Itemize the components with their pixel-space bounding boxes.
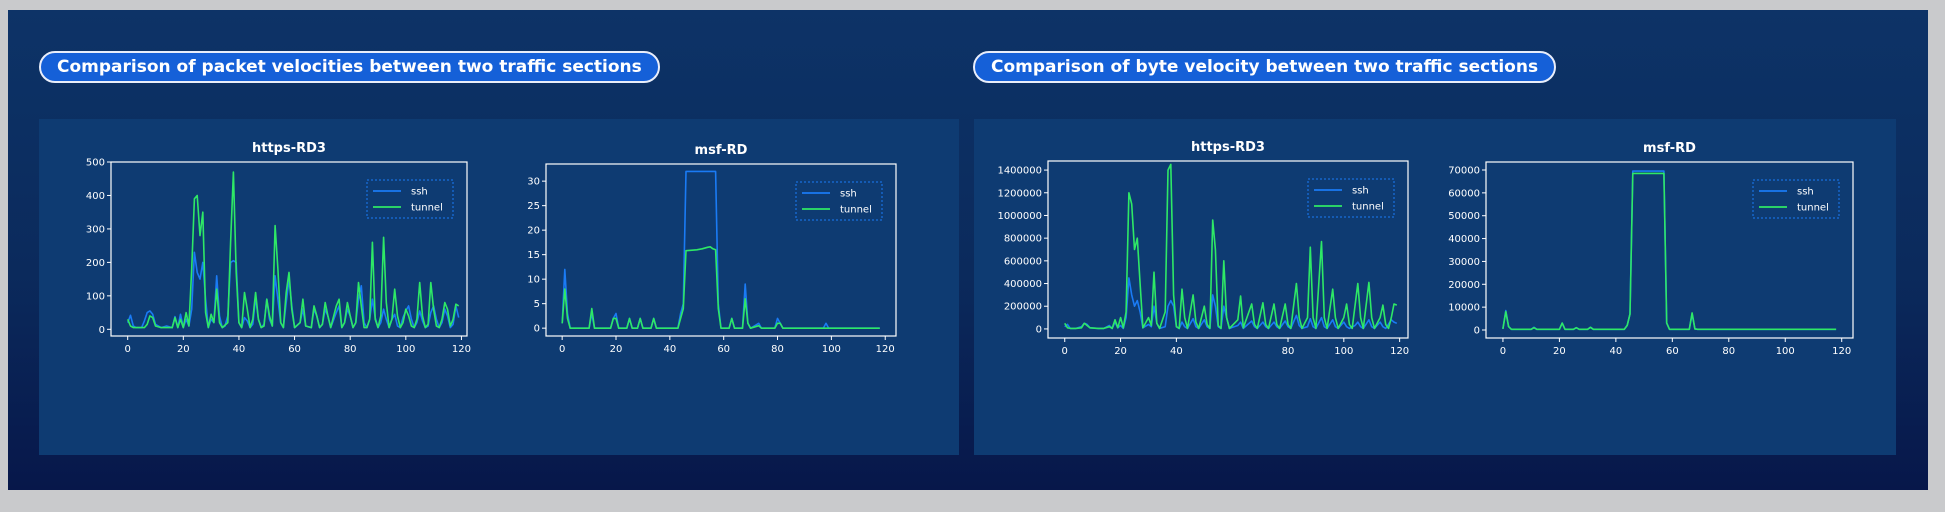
y-tick-label: 0	[534, 324, 540, 335]
legend-label-tunnel: tunnel	[1797, 203, 1829, 214]
legend-label-ssh: ssh	[1352, 186, 1369, 197]
y-tick-label: 1200000	[997, 188, 1042, 199]
x-tick-label: 20	[1553, 346, 1566, 357]
legend-label-ssh: ssh	[840, 189, 857, 200]
section-title-byte-velocity: Comparison of byte velocity between two …	[973, 51, 1557, 83]
x-tick-label: 80	[344, 344, 357, 355]
chart-title: https-RD3	[1191, 140, 1265, 155]
legend-box	[366, 179, 454, 219]
x-tick-label: 100	[822, 344, 841, 355]
x-tick-label: 40	[663, 344, 676, 355]
chart-byte-msf-rd: msf-RD 0 20 40 60 80 100 120 0 10000 20000 30000 400…	[974, 119, 1896, 455]
chart-svg: https-RD3 0 20 40 60 80 100 120 0 100 200 300 400 500…	[86, 141, 471, 355]
legend-box	[1752, 179, 1840, 219]
y-tick-label: 600000	[1004, 256, 1042, 267]
x-tick-label: 0	[559, 344, 565, 355]
y-tick-label: 400	[86, 191, 105, 202]
y-tick-label: 1000000	[997, 211, 1042, 222]
chart-packet-https-rd3: https-RD3 0 20 40 60 80 100 120 0 100 200 300 400 500…	[39, 119, 959, 455]
x-tick-label: 60	[288, 344, 301, 355]
x-tick-label: 120	[1390, 346, 1409, 357]
legend-label-tunnel: tunnel	[1352, 202, 1384, 213]
y-tick-label: 0	[1036, 324, 1042, 335]
plot-frame	[1485, 161, 1854, 339]
series-line-tunnel	[561, 246, 880, 329]
x-tick-label: 120	[1832, 346, 1851, 357]
x-tick-label: 120	[452, 344, 471, 355]
chart-title: msf-RD	[1643, 141, 1696, 156]
legend-label-ssh: ssh	[411, 187, 428, 198]
y-tick-label: 40000	[1448, 234, 1480, 245]
series-line-ssh	[561, 170, 880, 329]
x-tick-label: 0	[1062, 346, 1068, 357]
y-tick-label: 400000	[1004, 279, 1042, 290]
chart-title: msf-RD	[695, 143, 748, 158]
x-tick-label: 20	[1114, 346, 1127, 357]
byte-velocity-panel: https-RD3 0 20 40 80 100 120 0 200000 400000 60000…	[974, 119, 1896, 455]
x-tick-label: 40	[1609, 346, 1622, 357]
plot-frame	[1047, 160, 1409, 339]
x-tick-label: 120	[876, 344, 895, 355]
y-tick-label: 500	[86, 158, 105, 169]
chart-packet-msf-rd: msf-RD 0 20 40 60 80 100 120 0 5 10 15 20 25 30 ssh tunn…	[39, 119, 959, 455]
y-tick-label: 70000	[1448, 166, 1480, 177]
legend-box	[795, 181, 883, 221]
chart-svg: msf-RD 0 20 40 60 80 100 120 0 5 10 15 20 25 30 ssh tunn…	[527, 143, 897, 355]
y-tick-label: 30	[527, 177, 540, 188]
y-tick-label: 0	[99, 325, 105, 336]
y-tick-label: 25	[527, 201, 540, 212]
y-tick-label: 200	[86, 258, 105, 269]
chart-svg: https-RD3 0 20 40 80 100 120 0 200000 400000 60000…	[997, 140, 1409, 357]
y-tick-label: 60000	[1448, 188, 1480, 199]
x-tick-label: 0	[125, 344, 131, 355]
y-tick-label: 0	[1474, 326, 1480, 337]
series-line-tunnel	[1064, 163, 1398, 330]
x-tick-label: 100	[396, 344, 415, 355]
chart-title: https-RD3	[252, 141, 326, 156]
x-tick-label: 80	[771, 344, 784, 355]
series-line-tunnel	[1502, 172, 1837, 331]
legend-label-tunnel: tunnel	[411, 203, 443, 214]
x-tick-label: 100	[1334, 346, 1353, 357]
x-tick-label: 0	[1500, 346, 1506, 357]
y-tick-label: 1400000	[997, 166, 1042, 177]
plot-frame	[545, 163, 897, 337]
y-tick-label: 20000	[1448, 280, 1480, 291]
x-tick-label: 20	[610, 344, 623, 355]
x-tick-label: 60	[717, 344, 730, 355]
x-tick-label: 60	[1666, 346, 1679, 357]
x-tick-label: 80	[1282, 346, 1295, 357]
x-tick-label: 100	[1776, 346, 1795, 357]
legend-label-ssh: ssh	[1797, 187, 1814, 198]
y-tick-label: 300	[86, 224, 105, 235]
chart-byte-https-rd3: https-RD3 0 20 40 80 100 120 0 200000 400000 60000…	[974, 119, 1896, 455]
x-tick-label: 20	[177, 344, 190, 355]
y-tick-label: 50000	[1448, 211, 1480, 222]
y-tick-label: 30000	[1448, 257, 1480, 268]
y-tick-label: 10	[527, 275, 540, 286]
y-tick-label: 20	[527, 226, 540, 237]
y-tick-label: 10000	[1448, 303, 1480, 314]
x-tick-label: 80	[1722, 346, 1735, 357]
dashboard-frame: Comparison of packet velocities between …	[8, 10, 1928, 490]
x-tick-label: 40	[233, 344, 246, 355]
packet-velocity-panel: https-RD3 0 20 40 60 80 100 120 0 100 200 300 400 500…	[39, 119, 959, 455]
chart-svg: msf-RD 0 20 40 60 80 100 120 0 10000 20000 30000 400…	[1448, 141, 1854, 357]
x-tick-label: 40	[1170, 346, 1183, 357]
y-tick-label: 100	[86, 291, 105, 302]
series-line-ssh	[1502, 170, 1837, 331]
y-tick-label: 15	[527, 250, 540, 261]
legend-box	[1307, 178, 1395, 218]
section-title-packet-velocity: Comparison of packet velocities between …	[39, 51, 660, 83]
plot-frame	[110, 161, 468, 337]
series-line-tunnel	[126, 171, 460, 329]
legend-label-tunnel: tunnel	[840, 205, 872, 216]
y-tick-label: 800000	[1004, 234, 1042, 245]
y-tick-label: 5	[534, 299, 540, 310]
y-tick-label: 200000	[1004, 302, 1042, 313]
